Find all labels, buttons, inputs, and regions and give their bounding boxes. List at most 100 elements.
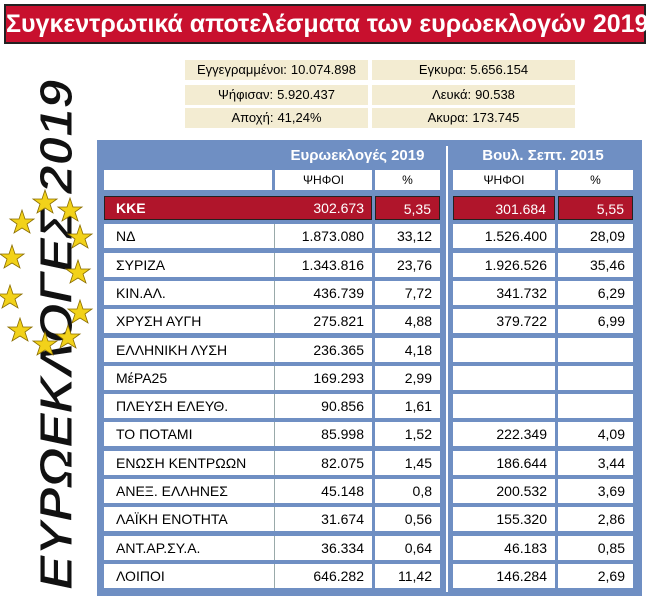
pct-2019: 7,72	[375, 280, 440, 305]
votes-2019: 31.674	[321, 511, 364, 528]
stat-label: Εγγεγραμμένοι:	[197, 62, 287, 77]
cell-divider	[274, 535, 275, 560]
pct-2019: 11,42	[375, 563, 440, 588]
pct-2015: 2,69	[558, 563, 633, 588]
group-separator	[446, 146, 448, 592]
title: Συγκεντρωτικά αποτελέσματα των ευρωεκλογ…	[4, 4, 648, 44]
cell-divider	[274, 563, 275, 588]
pct-2015: 0,85	[558, 535, 633, 560]
cell-divider	[274, 309, 275, 334]
party-name: ΠΛΕΥΣΗ ΕΛΕΥΘ.	[116, 398, 229, 415]
stat-box: Λευκά: 90.538	[372, 85, 575, 105]
row-bg	[104, 224, 372, 249]
row-bg	[104, 563, 372, 588]
party-name: ΝΔ	[116, 228, 136, 245]
row-bg	[104, 394, 372, 419]
stat-label: Ψήφισαν:	[218, 87, 274, 102]
pct-2019: 33,12	[375, 224, 440, 249]
party-name: ΛΑΪΚΗ ΕΝΟΤΗΤΑ	[116, 511, 228, 528]
votes-2019: 646.282	[313, 567, 364, 584]
pct-2019: 1,52	[375, 422, 440, 447]
votes-2019: 169.293	[313, 369, 364, 386]
pct-2019: 1,45	[375, 450, 440, 475]
cell-divider	[274, 450, 275, 475]
cell-divider	[274, 337, 275, 362]
pct-2015: 4,09	[558, 422, 633, 447]
row-bg	[104, 450, 372, 475]
stat-value: 41,24%	[277, 110, 322, 125]
party-name: ΧΡΥΣΗ ΑΥΓΗ	[116, 313, 202, 330]
stat-box: Αποχή: 41,24%	[185, 108, 368, 128]
stat-box: Ακυρα: 173.745	[372, 108, 575, 128]
row-bg	[104, 535, 372, 560]
column-header-blank	[104, 170, 272, 190]
stat-box: Εγκυρα: 5.656.154	[372, 60, 575, 80]
party-name: ΣΥΡΙΖΑ	[116, 256, 166, 273]
votes-2015: 155.320	[453, 507, 555, 532]
cell-divider	[274, 507, 275, 532]
pct-2019: 0,64	[375, 535, 440, 560]
row-bg	[104, 196, 372, 220]
stat-value: 5.656.154	[470, 62, 529, 77]
stars	[0, 188, 94, 356]
party-name: ΕΝΩΣΗ ΚΕΝΤΡΩΩΝ	[116, 454, 247, 471]
empty-cell	[453, 337, 555, 362]
votes-2019: 302.673	[313, 200, 364, 216]
column-header: %	[558, 170, 633, 190]
empty-cell	[453, 365, 555, 390]
votes-2019: 45.148	[321, 483, 364, 499]
votes-2015: 222.349	[453, 422, 555, 447]
cell-divider	[274, 479, 275, 503]
party-name: ΑΝΤ.ΑΡ.ΣΥ.Α.	[116, 539, 201, 556]
side-banner: ΕΥΡΩΕΚΛΟΓΕΣ 2019	[0, 79, 94, 590]
votes-2015: 46.183	[453, 535, 555, 560]
pct-2019: 1,61	[375, 394, 440, 419]
votes-2015: 1.526.400	[453, 224, 555, 249]
pct-2015: 6,29	[558, 280, 633, 305]
row-bg	[104, 337, 372, 362]
stat-label: Αποχή:	[231, 110, 274, 125]
empty-cell	[558, 337, 633, 362]
party-name: ΕΛΛΗΝΙΚΗ ΛΥΣΗ	[116, 341, 228, 358]
stat-value: 5.920.437	[277, 87, 335, 102]
pct-2015: 3,44	[558, 450, 633, 475]
party-name: ΜέΡΑ25	[116, 369, 168, 386]
votes-2015: 1.926.526	[453, 252, 555, 277]
pct-2019: 0,8	[375, 479, 440, 503]
cell-divider	[274, 365, 275, 390]
stat-box: Ψήφισαν: 5.920.437	[185, 85, 368, 105]
pct-2019: 4,18	[375, 337, 440, 362]
stat-value: 10.074.898	[290, 62, 356, 77]
table-panel: Ευρωεκλογές 2019 Βουλ. Σεπτ. 2015 ΨΗΦΟΙ% ΨΗ…	[97, 140, 642, 596]
row-bg	[104, 507, 372, 532]
votes-2019: 36.334	[321, 539, 364, 556]
row-bg	[104, 280, 372, 305]
empty-cell	[558, 365, 633, 390]
party-name: ΑΝΕΞ. ΕΛΛΗΝΕΣ	[116, 483, 228, 499]
empty-cell	[453, 394, 555, 419]
cell-divider	[274, 224, 275, 249]
column-header: ΨΗΦΟΙ	[453, 170, 555, 190]
stat-value: 90.538	[475, 87, 515, 102]
pct-2015: 2,86	[558, 507, 633, 532]
votes-2015: 301.684	[453, 196, 555, 220]
pct-2019: 23,76	[375, 252, 440, 277]
cell-divider	[274, 394, 275, 419]
votes-2019: 85.998	[321, 426, 364, 443]
group-header: Βουλ. Σεπτ. 2015	[482, 147, 604, 164]
votes-2015: 200.532	[453, 479, 555, 503]
party-name: ΚΙΝ.ΑΛ.	[116, 284, 166, 301]
pct-2019: 5,35	[375, 196, 440, 220]
stat-box: Εγγεγραμμένοι: 10.074.898	[185, 60, 368, 80]
stat-label: Λευκά:	[432, 87, 472, 102]
cell-divider	[274, 280, 275, 305]
party-name: ΛΟΙΠΟΙ	[116, 567, 165, 584]
column-header: ΨΗΦΟΙ	[275, 170, 372, 190]
row-bg	[104, 422, 372, 447]
party-name: ΤΟ ΠΟΤΑΜΙ	[116, 426, 193, 443]
votes-2019: 275.821	[313, 313, 364, 330]
pct-2019: 4,88	[375, 309, 440, 334]
votes-2019: 236.365	[313, 341, 364, 358]
row-bg	[104, 479, 372, 503]
